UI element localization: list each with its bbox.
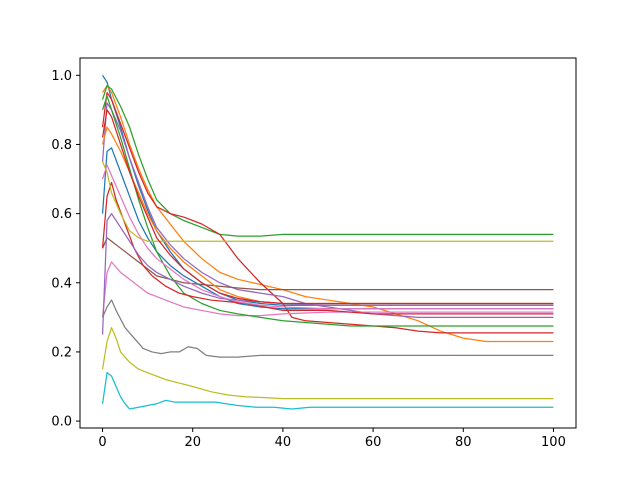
series-line-17 <box>101 164 554 310</box>
series-line-14 <box>101 181 554 315</box>
series-line-8 <box>101 299 554 358</box>
series-line-2 <box>102 85 554 343</box>
x-tick-label: 20 <box>184 435 201 450</box>
series-line-13 <box>101 95 554 327</box>
series-layer <box>101 74 554 410</box>
x-tick-label: 80 <box>455 435 472 450</box>
x-tick-label: 100 <box>541 435 566 450</box>
series-line-9 <box>101 327 554 400</box>
series-line-1 <box>102 74 554 306</box>
x-axis: 0 20 40 60 80 100 <box>98 428 566 450</box>
x-tick-label: 60 <box>365 435 382 450</box>
y-tick-label: 0.2 <box>51 345 72 360</box>
series-line-4 <box>101 91 554 334</box>
y-tick-label: 1.0 <box>51 69 72 84</box>
series-line-10 <box>101 372 554 410</box>
y-tick-label: 0.4 <box>51 276 72 291</box>
x-tick-label: 40 <box>275 435 292 450</box>
y-axis: 0.0 0.2 0.4 0.6 0.8 1.0 <box>51 69 80 430</box>
series-line-16 <box>101 161 554 242</box>
series-line-18 <box>101 109 554 305</box>
y-tick-label: 0.8 <box>51 138 72 153</box>
y-tick-label: 0.0 <box>51 415 72 430</box>
series-line-7 <box>101 261 554 318</box>
plot-frame <box>79 57 577 429</box>
y-tick-label: 0.6 <box>51 207 72 222</box>
x-tick-label: 0 <box>98 435 106 450</box>
